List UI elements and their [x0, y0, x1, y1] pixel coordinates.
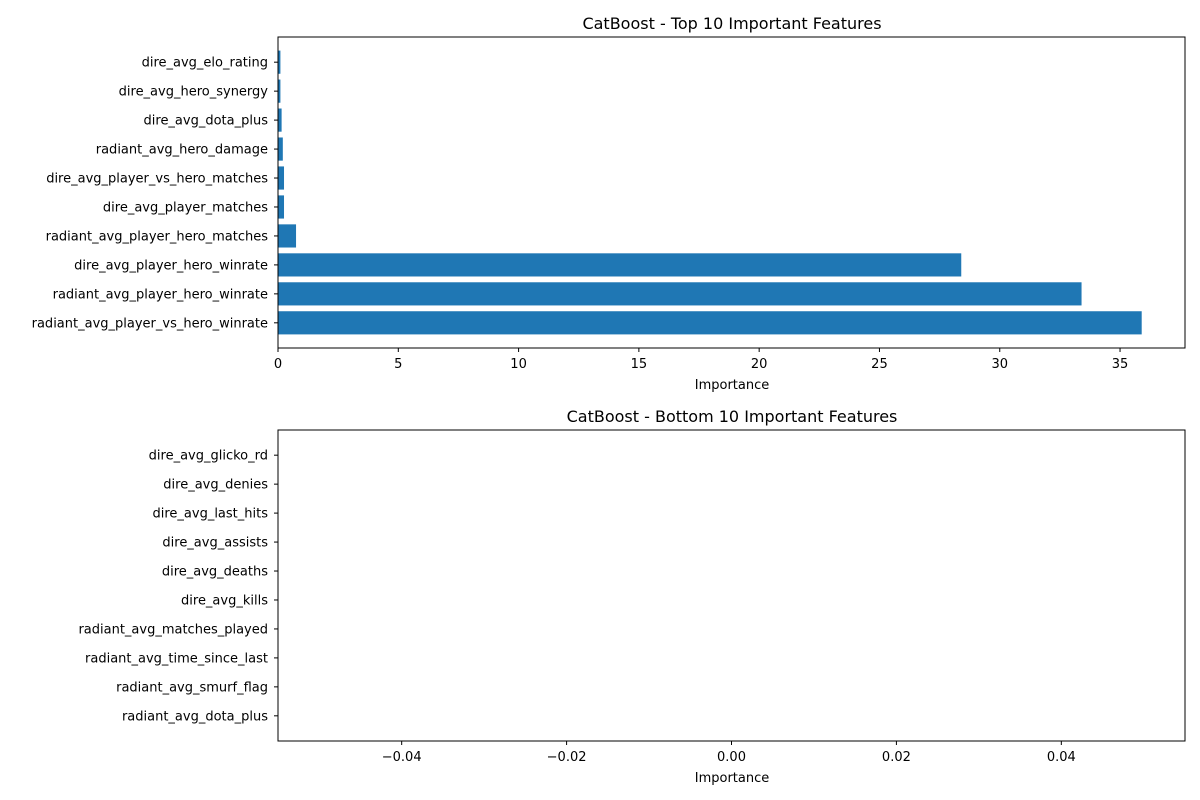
plot-frame [277, 36, 1186, 349]
x-tick-label: 0.02 [882, 750, 911, 765]
x-axis-label: Importance [695, 378, 770, 393]
x-tick-label: 30 [991, 357, 1008, 372]
chart-title: CatBoost - Bottom 10 Important Features [567, 407, 898, 426]
x-tick-label: 15 [631, 357, 648, 372]
y-tick-label: radiant_avg_hero_damage [96, 143, 268, 158]
bar [278, 311, 1142, 335]
y-ticks-group: radiant_avg_player_vs_hero_winrate radian… [32, 56, 278, 331]
y-tick-label: dire_avg_assists [162, 536, 268, 551]
x-tick-label: 0.04 [1047, 750, 1076, 765]
bar [278, 137, 283, 161]
y-tick-label: radiant_avg_player_hero_matches [46, 229, 269, 244]
plot-frame [277, 429, 1186, 742]
bar [278, 79, 281, 103]
y-tick-label: dire_avg_dota_plus [144, 114, 269, 129]
y-ticks-group: radiant_avg_dota_plus radiant_avg_smurf_f… [78, 449, 278, 724]
x-axis-label: Importance [695, 771, 770, 786]
y-tick-label: radiant_avg_dota_plus [122, 709, 268, 724]
bar [278, 195, 285, 219]
y-tick-label: dire_avg_glicko_rd [149, 449, 268, 464]
bar [278, 224, 297, 248]
y-tick-label: dire_avg_elo_rating [142, 56, 268, 71]
x-tick-label: 0 [274, 357, 282, 372]
y-tick-label: dire_avg_player_hero_winrate [74, 258, 268, 273]
bar [278, 166, 285, 190]
x-tick-label: 10 [510, 357, 527, 372]
y-tick-label: dire_avg_player_vs_hero_matches [46, 172, 268, 187]
x-tick-label: 20 [751, 357, 768, 372]
x-ticks-group: −0.04 −0.02 0.00 0.02 0.04 [382, 741, 1076, 765]
y-tick-label: radiant_avg_time_since_last [85, 651, 268, 666]
chart-title: CatBoost - Top 10 Important Features [582, 14, 881, 33]
y-tick-label: dire_avg_deaths [162, 565, 268, 580]
top-features-chart: CatBoost - Top 10 Important Features rad… [32, 14, 1186, 393]
y-tick-label: dire_avg_hero_synergy [119, 85, 269, 100]
bar [278, 282, 1082, 306]
bar [278, 253, 962, 277]
x-ticks-group: 0 5 10 15 20 25 30 35 [274, 348, 1128, 372]
x-tick-label: 35 [1112, 357, 1129, 372]
x-tick-label: 0.00 [717, 750, 746, 765]
y-tick-label: dire_avg_denies [163, 478, 268, 493]
bar [278, 50, 281, 74]
x-tick-label: 25 [871, 357, 888, 372]
bar [278, 108, 282, 132]
y-tick-label: radiant_avg_player_hero_winrate [53, 287, 268, 302]
y-tick-label: radiant_avg_player_vs_hero_winrate [32, 316, 268, 331]
x-tick-label: −0.04 [382, 750, 422, 765]
y-tick-label: dire_avg_last_hits [152, 507, 268, 522]
y-tick-label: radiant_avg_matches_played [78, 622, 268, 637]
y-tick-label: radiant_avg_smurf_flag [116, 680, 268, 695]
bars-group [278, 50, 1142, 335]
y-tick-label: dire_avg_kills [181, 593, 268, 608]
x-tick-label: 5 [394, 357, 402, 372]
bottom-features-chart: CatBoost - Bottom 10 Important Features … [78, 407, 1186, 786]
x-tick-label: −0.02 [547, 750, 587, 765]
y-tick-label: dire_avg_player_matches [103, 200, 268, 215]
